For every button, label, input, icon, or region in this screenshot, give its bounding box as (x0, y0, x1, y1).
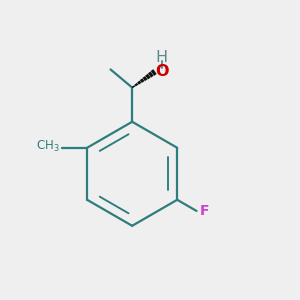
Text: F: F (200, 204, 209, 218)
Text: O: O (155, 64, 169, 80)
Text: CH$_3$: CH$_3$ (36, 139, 59, 154)
Text: H: H (156, 50, 168, 64)
